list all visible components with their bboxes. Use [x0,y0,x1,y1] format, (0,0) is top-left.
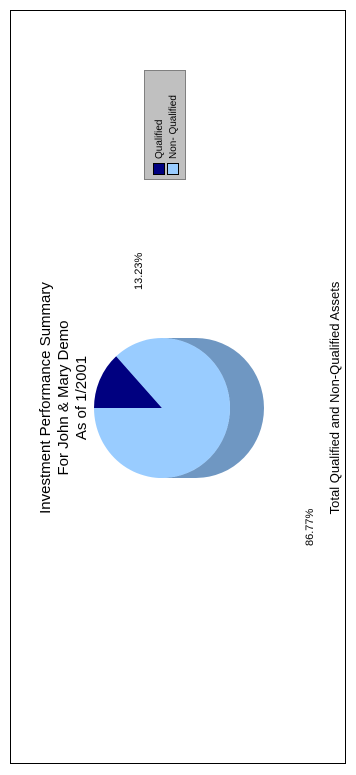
slice-label-qualified: 13.23% [133,252,145,290]
pie-slice-qualified [94,356,162,408]
legend-label-qualified: Qualified [153,119,165,159]
legend-item-non-qualified: Non- Qualified [166,95,180,175]
legend-swatch-non-qualified [167,163,179,175]
rotated-chart-area: Investment Performance Summary For John … [29,28,349,768]
legend-item-qualified: Qualified [152,120,166,175]
chart-legend: Qualified Non- Qualified [144,70,186,180]
legend-label-non-qualified: Non- Qualified [167,95,179,159]
slice-label-non-qualified: 86.77% [304,508,316,546]
report-page: Investment Performance Summary For John … [10,10,346,764]
legend-swatch-qualified [153,163,165,175]
pie-side [162,338,264,478]
pie-chart [94,338,264,478]
chart-subtitle: Total Qualified and Non-Qualified Assets [327,281,342,515]
pie-slice-non-qualified [94,338,230,478]
